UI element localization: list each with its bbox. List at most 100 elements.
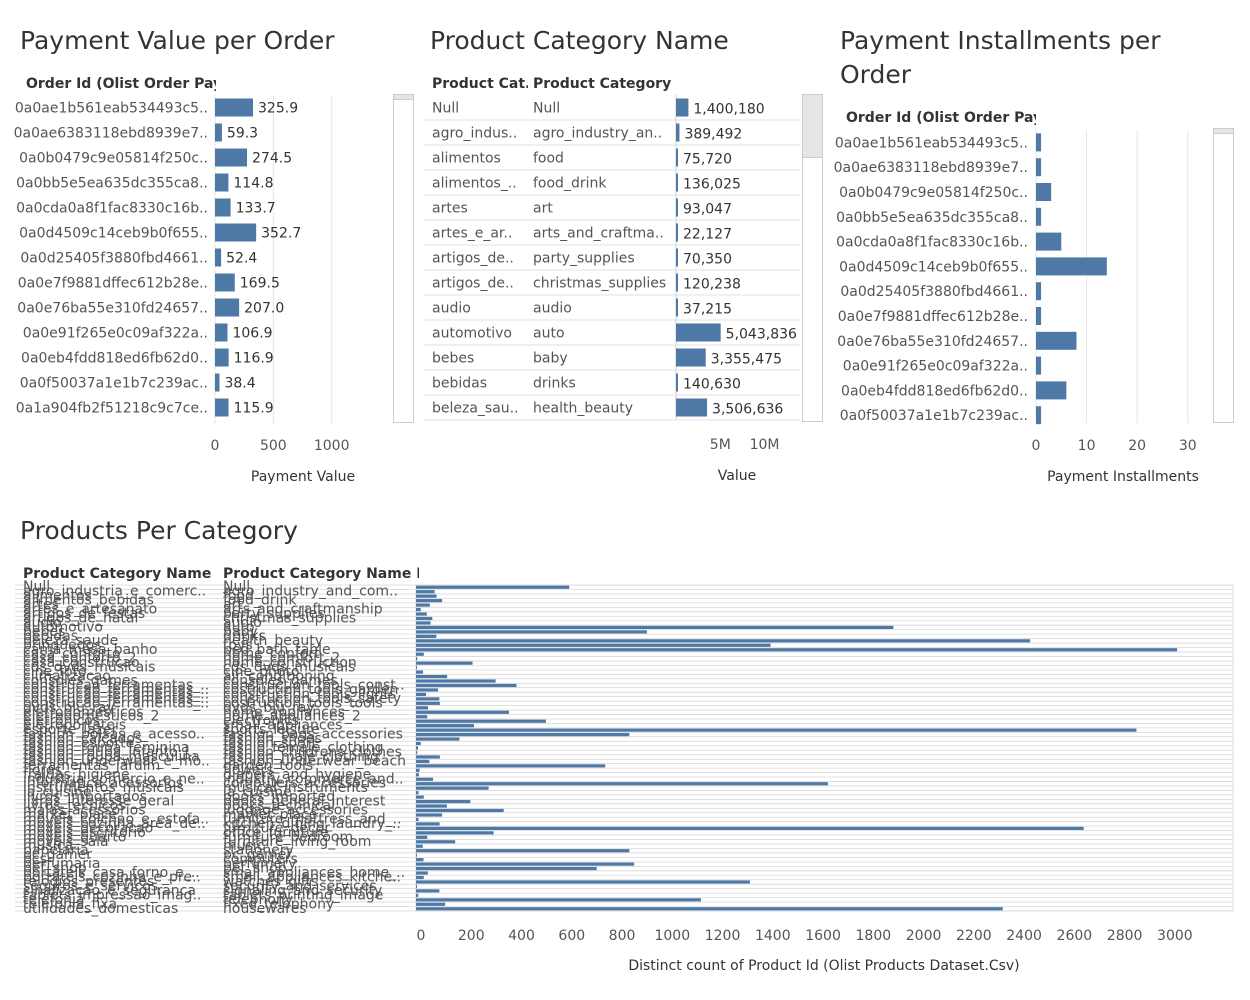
x-tick-label: 2400: [1006, 928, 1042, 944]
bar: [416, 822, 440, 826]
category-en-label: kitchen_dining_laundry_..: [223, 816, 401, 832]
bar: [416, 661, 473, 665]
category-pt-label: sinalizacao_e_seguranca: [23, 883, 196, 899]
category-pt-label: eletronicos: [23, 713, 100, 729]
row-label: 0a0e76ba55e310fd24657..: [17, 301, 208, 317]
x-tick-label: 2800: [1107, 928, 1143, 944]
x-tick-label: 30: [1179, 438, 1197, 454]
bar: [215, 198, 231, 217]
installments-scrollbar[interactable]: [1213, 128, 1234, 423]
category-pt-label: artigos_de_festas: [23, 606, 145, 622]
bar: [416, 603, 430, 607]
category-pt-cell: bebes: [432, 351, 474, 367]
bar: [416, 813, 443, 817]
category-pt-label: ferramentas_jardim: [23, 758, 160, 774]
bar: [416, 701, 440, 705]
category-pt-cell: Null: [432, 101, 459, 117]
category-en-label: pet_shop: [223, 861, 287, 877]
category-en-label: fashion_shoes: [223, 731, 322, 747]
category-pt-label: informatica_acessorios: [23, 776, 183, 792]
bar: [416, 840, 456, 844]
bar: [416, 750, 418, 755]
category-pt-label: moveis_sala: [23, 834, 109, 850]
category-en-label: computers: [223, 852, 298, 868]
data-label: 38.4: [224, 376, 255, 392]
bar: [416, 782, 828, 786]
header-order-id-1[interactable]: Order Id (Olist Order Pay..: [26, 76, 216, 92]
header-product-category-name-en[interactable]: Product Category Name E..: [223, 566, 419, 582]
category-en-label: bed_bath_table: [223, 642, 331, 658]
bar: [215, 148, 248, 167]
category-pt-label: construcao_ferramentas_..: [23, 691, 209, 707]
category-en-label: la_cuisine: [223, 785, 292, 801]
x-tick-label: 10M: [750, 437, 780, 453]
category-en-label: costruction_tools_tools: [223, 695, 383, 711]
category-en-label: fixed_telephony: [223, 896, 334, 912]
category-pt-label: construcao_ferramentas_..: [23, 677, 209, 693]
category-en-cell: Null: [533, 101, 560, 117]
data-label: 106.9: [232, 326, 272, 342]
category-en-label: fashion_sport: [223, 736, 318, 752]
installments-title: Payment Installments per Order: [840, 26, 1161, 89]
category-pt-cell: bebidas: [432, 376, 487, 392]
category-pt-label: malas_acessorios: [23, 803, 146, 819]
category-en-label: sports_leisure: [223, 722, 320, 738]
x-axis-title: Value: [718, 468, 756, 484]
bar: [416, 719, 546, 723]
x-tick-label: 500: [260, 438, 287, 454]
bar: [1036, 282, 1042, 301]
category-pt-label: bebes: [23, 624, 65, 640]
bar: [215, 323, 228, 342]
category-pt-label: cds_dvds_musicais: [23, 660, 155, 676]
category-en-label: security_and_services: [223, 878, 377, 894]
payment-value-scroll-thumb[interactable]: [394, 95, 413, 100]
x-axis-title: Payment Value: [251, 469, 355, 485]
category-en-label: construction_tools_lights: [223, 686, 396, 702]
header-product-category-name[interactable]: Product Category Name: [23, 566, 212, 582]
category-en-label: cine_photo: [223, 664, 299, 680]
bar: [416, 612, 427, 616]
category-pt-label: artes: [23, 597, 59, 613]
category-en-label: signaling_and_security: [223, 883, 382, 899]
bar: [416, 706, 429, 710]
bar: [416, 679, 496, 683]
data-label: 37,215: [683, 302, 732, 318]
data-label: 136,025: [683, 177, 741, 193]
row-label: 0a0f50037a1e1b7c239ac..: [840, 408, 1028, 424]
category-table-scrollbar[interactable]: [802, 94, 823, 422]
header-product-category-pt[interactable]: Product Cat..: [432, 76, 528, 92]
installments-scroll-thumb[interactable]: [1214, 129, 1233, 134]
category-en-cell: christmas_supplies: [533, 276, 666, 292]
row-label: 0a0f50037a1e1b7c239ac..: [20, 376, 208, 392]
data-label: 140,630: [683, 377, 741, 393]
category-pt-cell: alimentos_..: [432, 176, 517, 192]
payment-value-scrollbar[interactable]: [393, 94, 414, 423]
category-en-label: construction_tools_safety: [223, 691, 401, 707]
category-en-label: furniture_decor: [223, 820, 330, 836]
bar: [416, 844, 423, 848]
category-en-cell: arts_and_craftma..: [533, 226, 664, 242]
bar: [416, 884, 417, 889]
category-pt-label: portateis_casa_forno_e_..: [23, 865, 200, 881]
category-pt-label: moveis_colchao_e_estofa..: [23, 811, 209, 827]
category-pt-label: audio: [23, 615, 62, 631]
bar: [416, 728, 1137, 732]
header-product-category-en[interactable]: Product Category ..: [533, 76, 673, 92]
category-pt-cell: automotivo: [432, 326, 512, 342]
bar: [1036, 158, 1042, 177]
bar: [416, 585, 570, 589]
category-pt-label: livros_interesse_geral: [23, 794, 174, 810]
category-pt-label: eletroportateis: [23, 718, 126, 734]
bar: [416, 674, 448, 679]
category-en-label: small_appliances: [223, 718, 342, 734]
category-pt-label: dvds_blu_ray: [23, 700, 115, 716]
category-pt-label: moveis_cozinha_area_de..: [23, 816, 206, 832]
bar: [1036, 307, 1042, 325]
header-order-id-3[interactable]: Order Id (Olist Order Pay..: [846, 110, 1036, 126]
category-en-cell: party_supplies: [533, 251, 635, 267]
category-pt-label: utilidades_domesticas: [23, 901, 178, 917]
category-en-label: costruction_tools_garden: [223, 682, 398, 698]
category-table-scroll-thumb[interactable]: [803, 95, 822, 158]
bar: [215, 248, 222, 267]
category-pt-label: eletrodomesticos: [23, 704, 144, 720]
